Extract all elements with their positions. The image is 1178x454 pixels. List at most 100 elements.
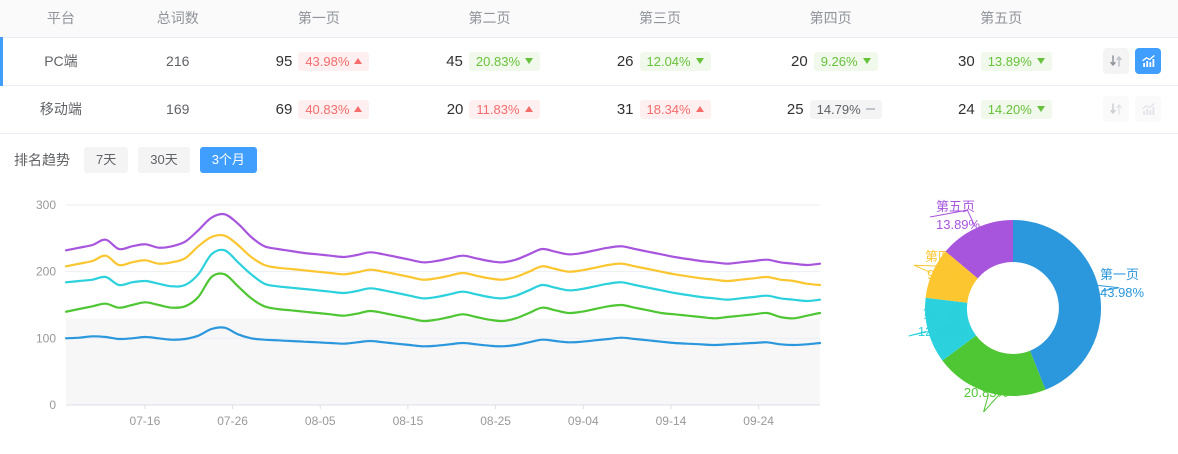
page-stat: 24 14.20% (916, 99, 1087, 119)
charts-row: 0 100 200 300 07-16 07-26 08-05 08-15 08-25 09-04… (0, 183, 1178, 445)
arrow-down-icon (862, 58, 871, 64)
percent-badge: 12.04% (639, 51, 711, 71)
cell-page-3: 26 12.04% (574, 37, 746, 86)
column-header-total: 总词数 (121, 0, 234, 38)
donut-label-value: 13.89% (936, 217, 981, 232)
percent-value: 43.98% (305, 53, 350, 69)
donut-label-name: 第一页 (1100, 267, 1139, 282)
rank-trend-line-chart[interactable]: 0 100 200 300 07-16 07-26 08-05 08-15 08-25 09-04… (0, 183, 838, 445)
cell-actions (1086, 37, 1178, 86)
cell-page-4: 25 14.79% (745, 85, 916, 134)
range-button-3m[interactable]: 3个月 (199, 146, 257, 174)
line-chart-svg: 0 100 200 300 07-16 07-26 08-05 08-15 08-25 09-04… (36, 198, 822, 428)
sort-arrows-icon (1110, 103, 1123, 115)
page-stat: 30 13.89% (916, 51, 1087, 71)
arrow-up-icon (354, 58, 363, 64)
sort-arrows-button[interactable] (1103, 48, 1130, 74)
column-header-actions (1086, 0, 1178, 38)
range-button-30d[interactable]: 30天 (138, 146, 190, 174)
percent-value: 9.26% (820, 53, 858, 69)
percent-badge: 13.89% (980, 51, 1052, 71)
page-count: 20 (446, 100, 464, 118)
percent-badge: 9.26% (813, 51, 878, 71)
show-chart-button[interactable] (1135, 48, 1162, 74)
page-stat: 95 43.98% (234, 51, 405, 71)
percent-badge: 14.20% (980, 99, 1052, 119)
trend-title: 排名趋势 (14, 151, 70, 168)
table-row[interactable]: PC端 216 95 43.98% 45 20.83% 26 12.04% 20 9.26% 30 1… (0, 36, 1178, 86)
percent-value: 14.79% (816, 101, 861, 117)
arrow-down-icon (1036, 58, 1045, 64)
page-count: 20 (791, 52, 808, 70)
percent-badge: 43.98% (298, 51, 370, 71)
donut-leader-line (913, 265, 965, 274)
x-axis-tick-label: 07-16 (130, 414, 161, 428)
donut-slice-第五页[interactable] (945, 220, 1013, 279)
percent-value: 18.34% (646, 101, 691, 117)
line-series-第三页 (64, 249, 822, 303)
arrow-down-icon (1036, 106, 1045, 112)
page-count: 95 (275, 52, 293, 70)
platform-ranking-table: 平台 总词数 第一页 第二页 第三页 第四页 第五页 PC端 216 95 43.98… (0, 0, 1178, 134)
donut-slice-第四页[interactable] (925, 251, 978, 304)
line-series-第五页 (64, 213, 822, 267)
donut-label-name: 第五页 (936, 199, 975, 214)
donut-slice-第二页[interactable] (942, 335, 1046, 397)
percent-value: 14.20% (987, 101, 1032, 117)
x-axis-tick-label: 09-24 (743, 414, 774, 428)
page-stat: 25 14.79% (745, 99, 916, 119)
line-series-第二页 (64, 272, 822, 323)
percent-value: 13.89% (987, 53, 1032, 69)
sort-arrows-button[interactable] (1103, 96, 1130, 122)
table-row[interactable]: 移动端 169 69 40.83% 20 11.83% 31 18.34% 25 14.79% 24… (0, 85, 1178, 134)
cell-actions (1086, 85, 1178, 134)
page-count: 25 (786, 100, 804, 118)
y-axis-tick-label: 300 (36, 198, 56, 212)
donut-leader-line (983, 385, 1009, 413)
percent-value: 40.83% (305, 101, 350, 117)
donut-slice-第三页[interactable] (924, 298, 977, 361)
show-chart-button[interactable] (1135, 96, 1162, 122)
x-axis-tick-label: 09-04 (568, 414, 599, 428)
cell-page-3: 31 18.34% (574, 85, 746, 134)
donut-leader-line (908, 323, 963, 337)
page-count: 30 (958, 52, 975, 70)
cell-total-keywords: 169 (121, 85, 234, 134)
page-stat: 26 12.04% (575, 51, 746, 71)
page-count: 24 (958, 100, 975, 118)
page-count: 31 (616, 100, 634, 118)
line-series-第四页 (64, 234, 822, 287)
y-axis-tick-label: 200 (36, 265, 56, 279)
donut-slice-第一页[interactable] (1013, 220, 1102, 391)
action-buttons (1087, 48, 1178, 74)
x-axis-tick-label: 08-25 (480, 414, 511, 428)
page-distribution-donut-chart[interactable]: 第一页 43.98% 第二页 20.83% 第三页 12.04% 第四页 9.26% 第五页 13… (838, 183, 1178, 445)
bar-chart-icon (1142, 54, 1155, 67)
percent-value: 20.83% (475, 53, 520, 69)
x-axis-tick-label: 08-15 (393, 414, 424, 428)
arrow-down-icon (695, 58, 704, 64)
page-stat: 31 18.34% (575, 99, 746, 119)
donut-label-value: 12.04% (918, 324, 963, 339)
x-axis-tick-label: 09-14 (656, 414, 687, 428)
cell-page-4: 20 9.26% (745, 37, 916, 86)
cell-page-2: 45 20.83% (404, 37, 575, 86)
chart-shaded-band (66, 318, 820, 406)
column-header-page-2: 第二页 (404, 0, 575, 38)
range-button-7d[interactable]: 7天 (84, 146, 129, 174)
arrow-down-icon (525, 58, 533, 64)
x-axis-tick-label: 08-05 (305, 414, 336, 428)
arrow-up-icon (524, 106, 533, 112)
cell-total-keywords: 216 (121, 37, 234, 86)
column-header-page-3: 第三页 (574, 0, 746, 38)
column-header-page-4: 第四页 (745, 0, 916, 38)
trend-toolbar: 排名趋势 7天 30天 3个月 (0, 134, 1178, 184)
arrow-up-icon (354, 106, 363, 112)
percent-badge: 18.34% (639, 99, 711, 119)
page-count: 26 (616, 52, 634, 70)
column-header-platform: 平台 (0, 0, 122, 38)
cell-page-5: 24 14.20% (915, 85, 1087, 134)
page-count: 69 (275, 100, 293, 118)
line-series-第一页 (64, 326, 822, 348)
